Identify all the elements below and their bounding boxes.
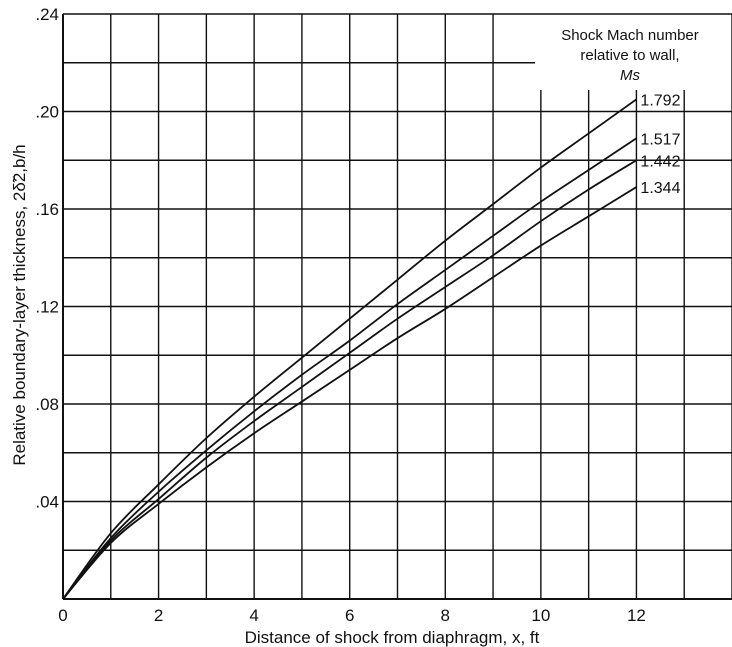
y-tick-label: .12 — [35, 298, 59, 317]
x-tick-label: 0 — [58, 606, 67, 625]
legend-title-line-2: relative to wall, — [580, 47, 679, 64]
series-lines — [62, 98, 637, 600]
x-tick-label: 12 — [627, 606, 646, 625]
legend-title-line-1: Shock Mach number — [561, 27, 699, 44]
series-label-1.517: 1.517 — [640, 131, 680, 148]
x-axis-label: Distance of shock from diaphragm, x, ft — [245, 628, 540, 647]
series-line-1.517 — [62, 137, 637, 600]
y-tick-label: .04 — [35, 493, 59, 512]
x-tick-labels: 0 2 4 6 8 10 12 — [58, 606, 646, 625]
x-tick-label: 8 — [441, 606, 450, 625]
series-line-1.792 — [62, 98, 637, 600]
legend: Shock Mach number relative to wall, Ms — [561, 27, 699, 84]
y-tick-label: .08 — [35, 395, 59, 414]
y-tick-labels: .04 .08 .12 .16 .20 .24 — [35, 5, 59, 512]
y-tick-label: .20 — [35, 103, 59, 122]
x-tick-label: 4 — [249, 606, 258, 625]
y-tick-label: .16 — [35, 200, 59, 219]
series-label-1.792: 1.792 — [640, 92, 680, 109]
grid — [62, 13, 732, 600]
x-tick-label: 2 — [154, 606, 163, 625]
series-label-1.442: 1.442 — [640, 153, 680, 170]
series-line-1.442 — [62, 159, 637, 600]
x-tick-label: 6 — [345, 606, 354, 625]
x-tick-label: 10 — [531, 606, 550, 625]
series-labels: 1.792 1.517 1.442 1.344 — [640, 92, 680, 197]
series-label-1.344: 1.344 — [640, 180, 680, 197]
legend-title-line-3: Ms — [620, 67, 640, 84]
series-line-1.344 — [62, 186, 637, 600]
y-axis-label: Relative boundary-layer thickness, 2δ̃2,… — [10, 144, 29, 465]
y-tick-label: .24 — [35, 5, 59, 24]
